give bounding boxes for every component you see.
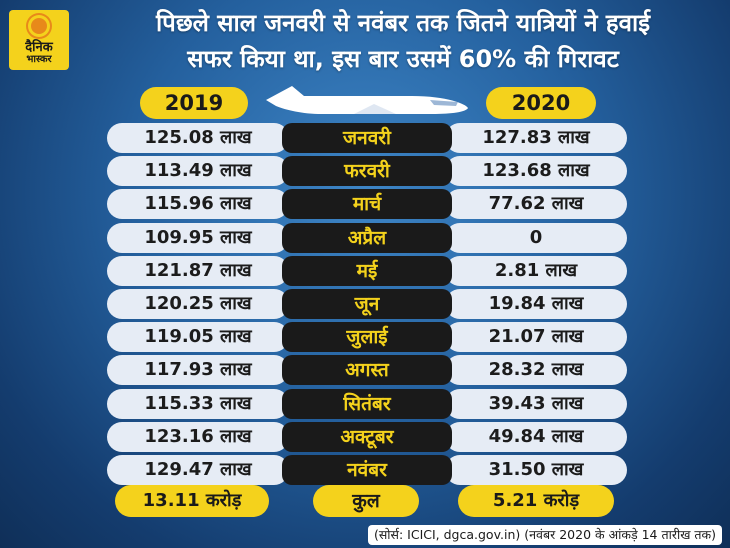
value-2020: 31.50 लाख bbox=[445, 455, 627, 485]
month-label: जनवरी bbox=[282, 123, 452, 153]
value-2019: 121.87 लाख bbox=[107, 255, 289, 286]
column-header-2019: 2019 bbox=[140, 87, 248, 119]
total-2019: 13.11 करोड़ bbox=[115, 485, 269, 517]
value-2020: 39.43 लाख bbox=[445, 388, 627, 419]
table-row: 115.33 लाख 39.43 लाख सितंबर bbox=[107, 388, 627, 419]
table-row: 115.96 लाख 77.62 लाख मार्च bbox=[107, 189, 627, 220]
month-label: मार्च bbox=[282, 189, 452, 220]
value-2020: 21.07 लाख bbox=[445, 322, 627, 353]
month-label: जुलाई bbox=[282, 322, 452, 353]
table-row: 119.05 लाख 21.07 लाख जुलाई bbox=[107, 322, 627, 353]
value-2019: 129.47 लाख bbox=[107, 455, 289, 485]
value-2020: 2.81 लाख bbox=[445, 255, 627, 286]
value-2019: 115.33 लाख bbox=[107, 388, 289, 419]
value-2019: 119.05 लाख bbox=[107, 322, 289, 353]
value-2019: 115.96 लाख bbox=[107, 189, 289, 220]
value-2020: 127.83 लाख bbox=[445, 123, 627, 153]
value-2020: 19.84 लाख bbox=[445, 289, 627, 319]
month-label: फरवरी bbox=[282, 156, 452, 187]
total-label: कुल bbox=[313, 485, 419, 517]
value-2019: 109.95 लाख bbox=[107, 222, 289, 253]
sun-icon bbox=[31, 18, 47, 34]
month-label: अप्रैल bbox=[282, 222, 452, 253]
airplane-icon bbox=[266, 86, 468, 114]
month-label: सितंबर bbox=[282, 388, 452, 419]
logo-text-line2: भास्कर bbox=[26, 54, 52, 65]
value-2019: 120.25 लाख bbox=[107, 289, 289, 319]
headline-line2: सफर किया था, इस बार उसमें 60% की गिरावट bbox=[187, 45, 619, 73]
column-header-2020: 2020 bbox=[486, 87, 596, 119]
value-2020: 0 bbox=[445, 222, 627, 253]
table-row: 123.16 लाख 49.84 लाख अक्टूबर bbox=[107, 421, 627, 452]
value-2019: 125.08 लाख bbox=[107, 123, 289, 153]
value-2019: 113.49 लाख bbox=[107, 156, 289, 187]
source-note: (सोर्स: ICICI, dgca.gov.in) (नवंबर 2020 … bbox=[367, 525, 722, 545]
month-label: जून bbox=[282, 289, 452, 319]
table-row: 109.95 लाख 0 अप्रैल bbox=[107, 222, 627, 253]
value-2020: 77.62 लाख bbox=[445, 189, 627, 220]
table-row: 129.47 लाख 31.50 लाख नवंबर bbox=[107, 455, 627, 485]
table-row: 125.08 लाख 127.83 लाख जनवरी bbox=[107, 123, 627, 153]
total-2020: 5.21 करोड़ bbox=[458, 485, 614, 517]
value-2019: 123.16 लाख bbox=[107, 421, 289, 452]
value-2019: 117.93 लाख bbox=[107, 355, 289, 386]
table-row: 113.49 लाख 123.68 लाख फरवरी bbox=[107, 156, 627, 187]
month-label: अक्टूबर bbox=[282, 421, 452, 452]
table-row: 121.87 लाख 2.81 लाख मई bbox=[107, 255, 627, 286]
table-row: 117.93 लाख 28.32 लाख अगस्त bbox=[107, 355, 627, 386]
value-2020: 123.68 लाख bbox=[445, 156, 627, 187]
value-2020: 28.32 लाख bbox=[445, 355, 627, 386]
value-2020: 49.84 लाख bbox=[445, 421, 627, 452]
month-label: मई bbox=[282, 255, 452, 286]
logo-text-line1: दैनिक bbox=[25, 40, 53, 55]
month-label: नवंबर bbox=[282, 455, 452, 485]
month-label: अगस्त bbox=[282, 355, 452, 386]
headline-line1: पिछले साल जनवरी से नवंबर तक जितने यात्रि… bbox=[155, 9, 651, 37]
dainik-bhaskar-logo: दैनिक भास्कर bbox=[9, 10, 69, 70]
table-row: 120.25 लाख 19.84 लाख जून bbox=[107, 289, 627, 319]
